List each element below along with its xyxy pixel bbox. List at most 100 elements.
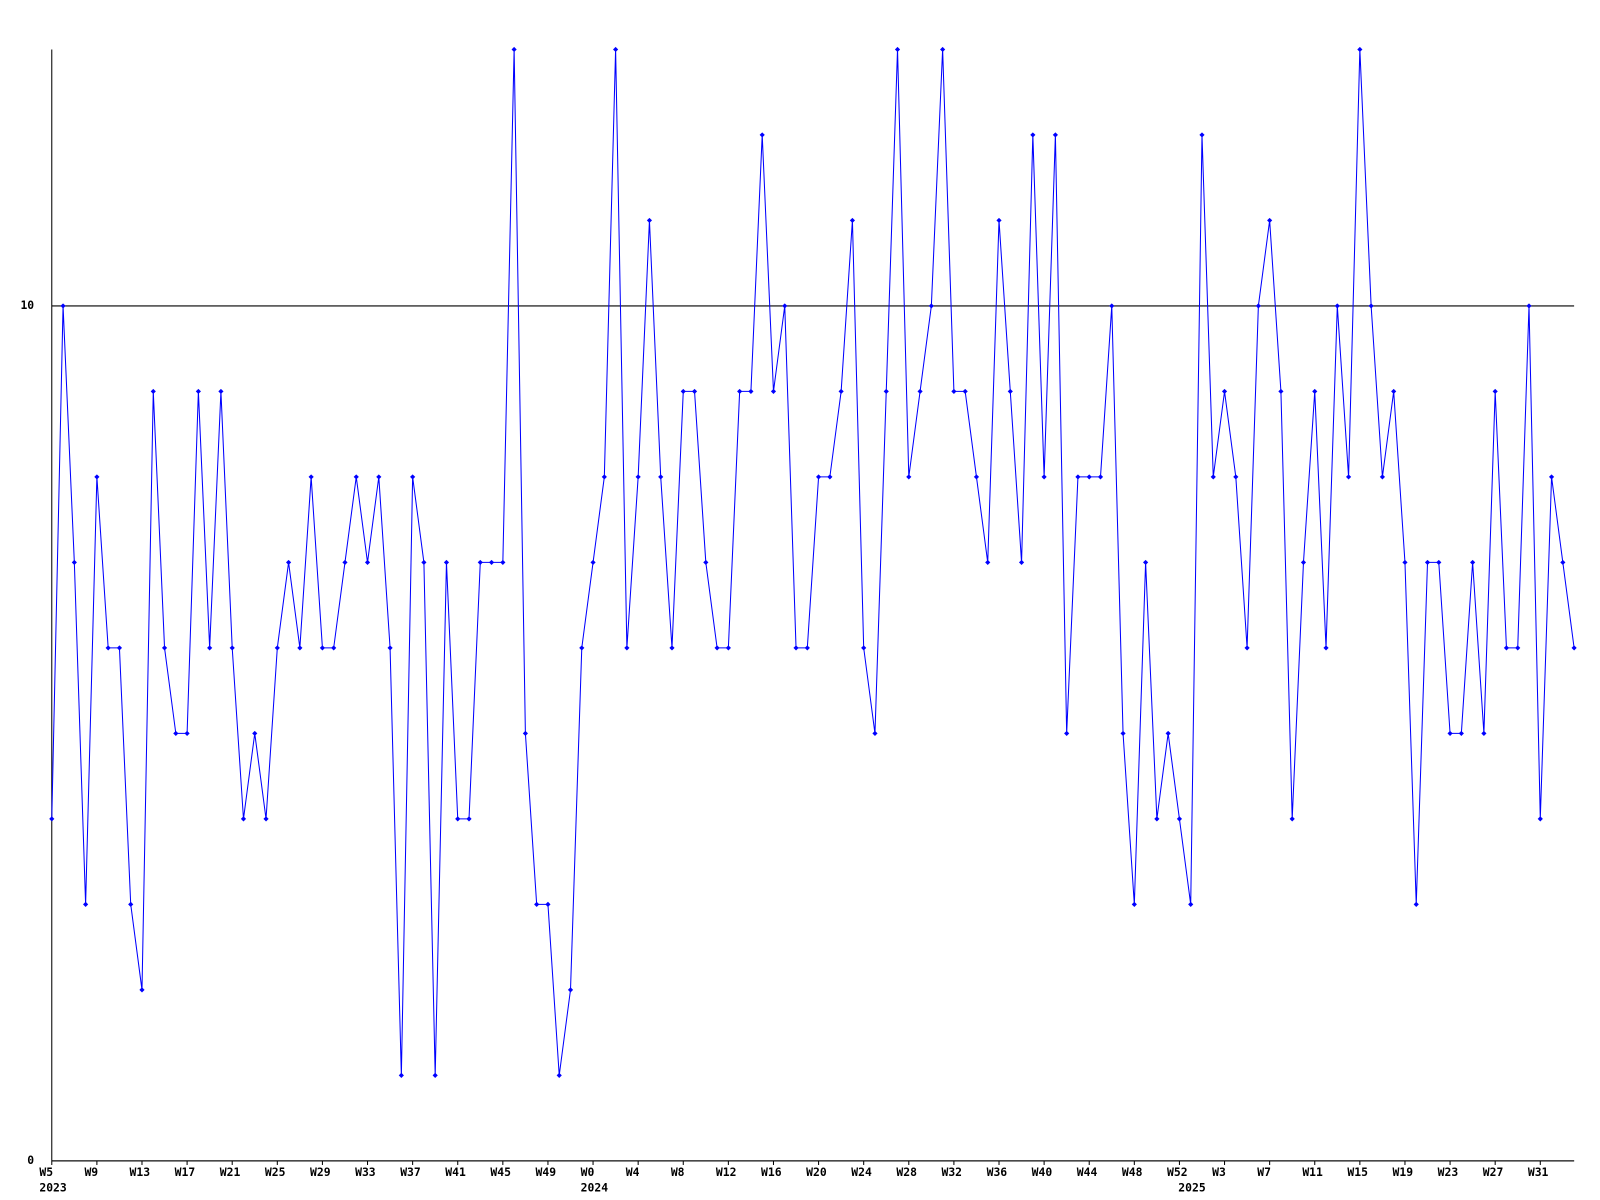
data-point (1300, 559, 1307, 565)
x-year-label: 2025 (1178, 1181, 1206, 1195)
x-tick-label: W8 (671, 1165, 685, 1179)
data-point (1278, 388, 1284, 394)
data-point (1131, 901, 1137, 907)
data-point (838, 388, 844, 394)
x-tick-label: W29 (310, 1165, 331, 1179)
y-tick-label: 10 (20, 298, 34, 312)
data-point (1368, 303, 1374, 309)
x-tick-label: W33 (355, 1165, 376, 1179)
data-point (1402, 559, 1408, 565)
data-point (1379, 474, 1385, 480)
data-point (624, 645, 630, 651)
data-point (1120, 730, 1126, 736)
data-point (319, 645, 326, 651)
data-point (466, 816, 472, 822)
data-point (387, 645, 393, 651)
data-point (229, 645, 235, 651)
data-point (1018, 559, 1025, 565)
data-point (522, 730, 528, 736)
data-point (849, 217, 856, 224)
data-point (116, 645, 123, 651)
x-tick-label: W20 (806, 1165, 827, 1179)
data-point (556, 1072, 562, 1078)
data-point (1097, 474, 1104, 480)
data-point (1199, 132, 1205, 138)
data-point (1289, 816, 1295, 822)
data-point (590, 559, 596, 565)
data-point (1481, 730, 1487, 736)
x-tick-label: W41 (445, 1165, 466, 1179)
data-point (646, 217, 653, 224)
data-point (658, 474, 664, 480)
data-point (410, 474, 416, 480)
data-point (782, 303, 788, 309)
data-point (1560, 559, 1566, 565)
data-point (150, 388, 156, 394)
data-point (477, 559, 483, 565)
data-point (1154, 816, 1160, 822)
data-point (1244, 645, 1250, 651)
x-tick-label: W9 (84, 1165, 98, 1179)
x-tick-label: W5 (39, 1165, 53, 1179)
data-point (601, 474, 607, 480)
data-point (996, 217, 1002, 224)
data-point (815, 474, 822, 480)
data-point (1458, 730, 1464, 736)
data-point (184, 730, 190, 736)
data-point (1571, 645, 1577, 651)
data-point (703, 559, 709, 565)
data-point (883, 388, 889, 394)
data-point (1030, 132, 1036, 138)
data-point (353, 474, 359, 480)
data-point (1391, 388, 1397, 394)
data-point (1334, 303, 1340, 309)
data-point (105, 645, 111, 651)
data-point (1312, 388, 1318, 394)
data-point (1233, 474, 1239, 480)
x-year-label: 2023 (39, 1181, 67, 1195)
data-point (398, 1072, 404, 1078)
data-point (139, 987, 145, 993)
x-tick-label: W25 (265, 1165, 286, 1179)
data-point (1345, 474, 1352, 480)
data-point (1503, 645, 1510, 651)
data-point (917, 388, 923, 394)
data-point (1413, 901, 1419, 907)
data-point (342, 559, 348, 565)
data-point (500, 559, 506, 565)
y-tick-label: 0 (27, 1153, 34, 1167)
data-point (940, 46, 946, 53)
data-point (714, 645, 720, 651)
data-point (1436, 559, 1442, 565)
data-point (1526, 303, 1532, 309)
x-tick-label: W3 (1212, 1165, 1226, 1179)
data-point (173, 730, 179, 736)
data-point (1052, 132, 1058, 138)
data-point (252, 730, 258, 736)
data-point (725, 645, 731, 651)
data-point (737, 388, 743, 394)
data-point (364, 559, 371, 565)
x-tick-label: W32 (941, 1165, 962, 1179)
data-point (1548, 474, 1555, 480)
x-tick-label: W13 (130, 1165, 151, 1179)
data-point (894, 46, 901, 53)
data-point (1176, 816, 1183, 822)
data-point (691, 388, 698, 394)
data-point (1424, 559, 1431, 565)
data-point (421, 559, 427, 565)
data-point (1064, 730, 1070, 736)
data-point (432, 1072, 438, 1078)
x-tick-label: W21 (220, 1165, 241, 1179)
x-tick-label: W4 (626, 1165, 640, 1179)
data-point (748, 388, 754, 394)
data-point (827, 474, 833, 480)
x-tick-label: W12 (716, 1165, 737, 1179)
x-tick-label: W31 (1528, 1165, 1549, 1179)
x-tick-label: W48 (1122, 1165, 1143, 1179)
data-point (331, 645, 337, 651)
x-tick-label: W15 (1347, 1165, 1368, 1179)
data-point (861, 645, 867, 651)
